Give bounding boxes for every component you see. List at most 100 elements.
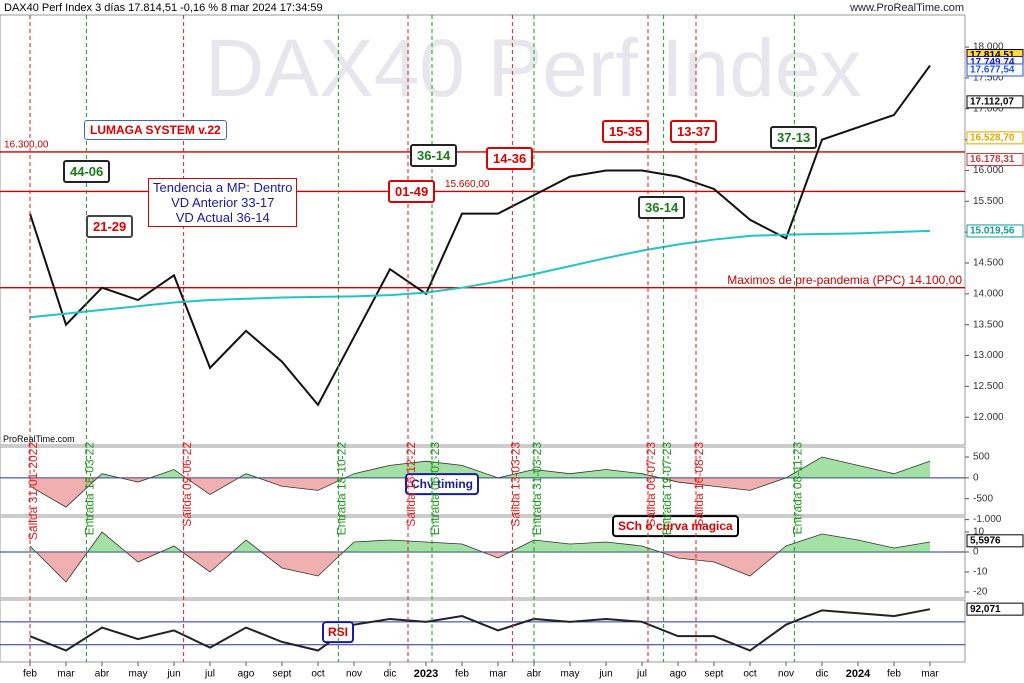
- x-tick-label: dic: [816, 669, 829, 680]
- x-tick-label: may: [129, 669, 148, 680]
- x-tick-label: jun: [598, 669, 612, 680]
- x-tick-label: feb: [23, 669, 37, 680]
- x-tick-label: feb: [887, 669, 901, 680]
- y-tick-label: 500: [973, 452, 990, 463]
- x-tick-label: oct: [311, 669, 325, 680]
- series-line: [29, 229, 931, 319]
- trend-line: VD Anterior 33-17: [171, 195, 275, 210]
- vd-box: 01-49: [388, 180, 436, 203]
- vd-box: 36-14: [410, 144, 458, 167]
- vd-box: 37-13: [770, 126, 818, 149]
- area-positive: [30, 457, 930, 478]
- price-tag-label: 15.019,56: [970, 226, 1015, 237]
- price-tag-label: 17.749,74: [970, 57, 1015, 68]
- panel-title-box: [405, 473, 479, 496]
- x-tick-label: mar: [489, 669, 507, 680]
- source: ProRealTime.com: [3, 434, 75, 444]
- y-tick-label: 14.000: [973, 288, 1004, 299]
- y-tick-label: 0: [973, 547, 979, 558]
- series-line: [29, 531, 931, 583]
- trend-box: Tendencia a MP: Dentro VD Anterior 33-17…: [148, 178, 298, 227]
- event-label: Entrada 19-07-23: [660, 442, 674, 536]
- y-tick-label: 13.000: [973, 350, 1004, 361]
- price-tag-label: 92,071: [970, 604, 1001, 615]
- x-tick-label: jul: [204, 669, 215, 680]
- x-tick-label: dic: [384, 669, 397, 680]
- event-label: Entrada 18-10-22: [335, 442, 349, 536]
- y-tick-label: -10: [973, 567, 988, 578]
- y-tick-label: 17.000: [973, 103, 1004, 114]
- event-label: Entrada 18-03-22: [83, 442, 97, 536]
- x-tick-label: mar: [921, 669, 939, 680]
- event-label: Salida 09-06-22: [180, 442, 194, 527]
- event-label: Entrada 06-01-23: [428, 442, 442, 536]
- panel-title: Chv timing: [411, 477, 473, 491]
- x-tick-label: feb: [455, 669, 469, 680]
- price-tag: [966, 224, 1024, 238]
- event-label: Entrada 08-11-23: [791, 442, 805, 535]
- event-label: Salida 16-12-22: [404, 442, 418, 527]
- event-label: Salida 06-07-23: [644, 442, 658, 527]
- vd-box: 36-14: [638, 196, 686, 219]
- x-tick-label: nov: [346, 669, 362, 680]
- y-tick-label: -500: [973, 493, 993, 504]
- series-line: [29, 456, 931, 508]
- vd-box: 13-37: [670, 120, 718, 143]
- vd-box: 44-06: [63, 160, 111, 183]
- x-tick-label: 2024: [846, 668, 871, 680]
- event-label: Entrada 31-03-23: [530, 442, 544, 536]
- area-negative: [30, 552, 930, 582]
- price-tag-label: 17.814,51: [970, 50, 1015, 61]
- level-label: 15.660,00: [445, 179, 490, 190]
- y-tick-label: 13.500: [973, 319, 1004, 330]
- trend-line: Tendencia a MP: Dentro: [153, 180, 293, 195]
- vd-box: 14-36: [486, 147, 534, 170]
- x-tick-label: ago: [238, 669, 255, 680]
- header-site: www.ProRealTime.com: [850, 2, 964, 14]
- area-negative: [30, 477, 786, 508]
- x-tick-label: mar: [57, 669, 75, 680]
- vd-box: 21-29: [86, 215, 134, 238]
- system-label: LUMAGA SYSTEM v.22: [84, 120, 227, 140]
- x-tick-label: ago: [670, 669, 687, 680]
- price-tag: [966, 63, 1024, 77]
- y-tick-label: 18.000: [973, 42, 1004, 53]
- x-tick-label: abr: [95, 669, 110, 680]
- y-tick-label: 17.500: [973, 73, 1004, 84]
- price-tag-label: 17.677,54: [970, 65, 1015, 76]
- y-tick-label: -1.000: [973, 514, 1002, 525]
- price-tag: [966, 131, 1024, 145]
- x-tick-label: jun: [166, 669, 180, 680]
- x-tick-label: oct: [743, 669, 757, 680]
- price-tag-label: 16.178,31: [970, 154, 1015, 165]
- series-line: [29, 608, 931, 652]
- price-tag-label: 16.528,70: [970, 132, 1015, 143]
- x-tick-label: 2023: [414, 668, 438, 680]
- y-tick-label: 12.000: [973, 412, 1004, 423]
- trend-line: VD Actual 36-14: [175, 210, 270, 225]
- level-label: Maximos de pre-pandemia (PPC) 14.100,00: [727, 273, 962, 287]
- level-label: 16.300,00: [4, 140, 49, 151]
- panel-frame: [0, 516, 966, 599]
- x-tick-label: may: [561, 669, 580, 680]
- x-tick-label: nov: [778, 669, 794, 680]
- area-positive: [30, 532, 930, 552]
- x-tick-label: jul: [636, 669, 647, 680]
- y-tick-label: 12.500: [973, 381, 1004, 392]
- event-label: Salida 31-01-2022: [26, 442, 40, 540]
- x-tick-label: abr: [527, 669, 542, 680]
- panel-frame: [0, 14, 966, 446]
- event-label: Salida 16-08-23: [692, 442, 706, 527]
- y-tick-label: 0: [973, 473, 979, 484]
- x-tick-label: sept: [273, 669, 292, 680]
- price-tag: [966, 95, 1024, 109]
- x-tick-label: sept: [705, 669, 724, 680]
- header-title: DAX40 Perf Index 3 días 17.814,51 -0,16 …: [4, 2, 323, 14]
- panel-frame: [0, 599, 966, 663]
- y-tick-label: 16.000: [973, 165, 1004, 176]
- panel-frame: [0, 446, 966, 516]
- watermark: DAX40 Perf Index: [205, 23, 862, 114]
- y-tick-label: 14.500: [973, 258, 1004, 269]
